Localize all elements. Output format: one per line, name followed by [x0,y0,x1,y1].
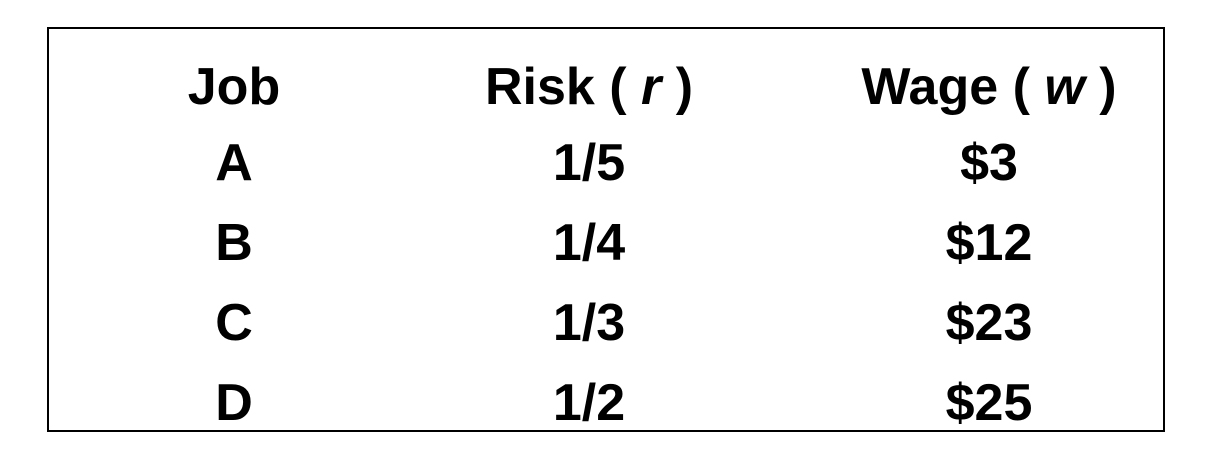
header-wage-variable: w [1044,58,1085,116]
cell-risk: 1/5 [552,134,626,192]
cell-risk: 1/2 [552,374,626,432]
cell-job: D [215,374,253,432]
table-row: C 1/3 $23 [49,283,1163,363]
header-row: Job Risk ( r ) Wage ( w ) [49,47,1163,127]
cell-wage: $12 [945,214,1033,272]
header-risk-prefix: Risk ( [484,58,642,116]
cell-job: A [215,134,253,192]
cell-wage: $23 [945,294,1033,352]
job-risk-wage-table: Job Risk ( r ) Wage ( w ) A 1/5 $3 B 1/4… [47,27,1165,432]
header-risk: Risk ( r ) [429,47,749,127]
table-row: A 1/5 $3 [49,123,1163,203]
cell-job: C [215,294,253,352]
header-wage-suffix: ) [1084,58,1117,116]
header-risk-suffix: ) [661,58,694,116]
table-row: D 1/2 $25 [49,363,1163,443]
cell-job: B [215,214,253,272]
header-job: Job [187,58,281,116]
table-row: B 1/4 $12 [49,203,1163,283]
cell-wage: $25 [945,374,1033,432]
cell-risk: 1/4 [552,214,626,272]
header-wage-prefix: Wage ( [861,58,1045,116]
cell-risk: 1/3 [552,294,626,352]
header-wage: Wage ( w ) [809,47,1169,127]
header-risk-variable: r [641,58,662,116]
cell-wage: $3 [960,134,1018,192]
